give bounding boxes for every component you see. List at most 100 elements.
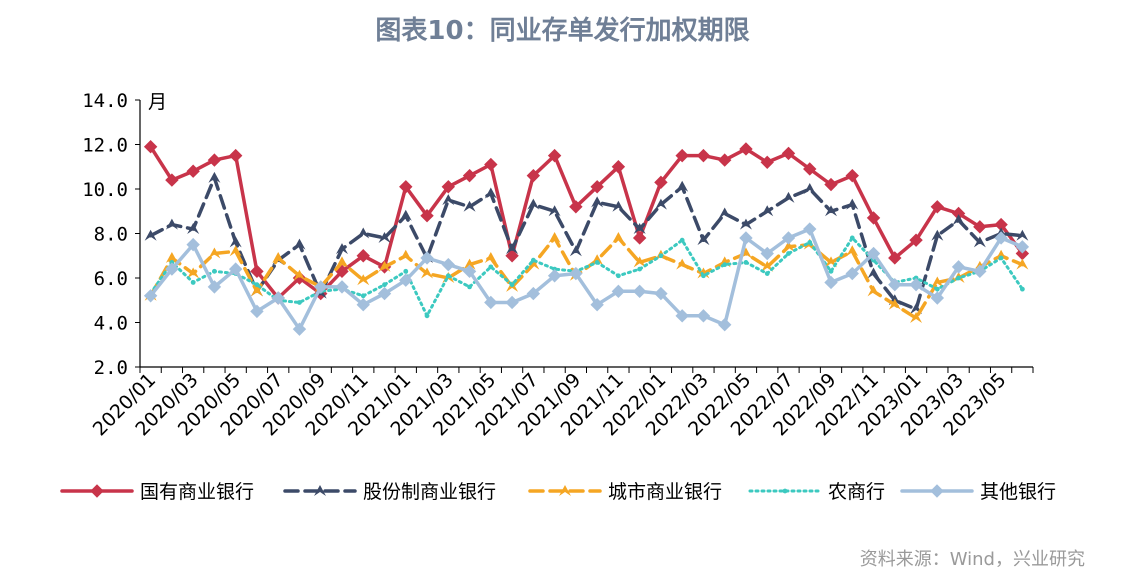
data-point	[165, 218, 178, 230]
legend-marker	[314, 485, 326, 496]
data-point	[424, 313, 430, 319]
data-point	[250, 264, 264, 279]
data-point	[292, 271, 307, 285]
data-point	[463, 200, 476, 212]
data-point	[611, 284, 626, 299]
data-point	[658, 253, 664, 259]
data-point	[335, 280, 349, 294]
data-point	[845, 168, 859, 183]
data-point	[930, 291, 945, 305]
data-point	[611, 160, 626, 174]
data-point	[462, 264, 477, 279]
legend-marker	[559, 485, 571, 496]
data-point	[807, 240, 813, 245]
data-point	[335, 256, 348, 268]
data-point	[824, 177, 838, 192]
data-point	[254, 282, 260, 288]
data-point	[399, 249, 412, 261]
data-point	[399, 180, 413, 194]
data-point	[782, 240, 795, 252]
data-point	[909, 277, 923, 292]
data-point	[484, 157, 498, 172]
data-point	[1016, 229, 1029, 241]
data-point	[786, 251, 791, 256]
data-point	[509, 282, 515, 288]
data-point	[484, 251, 497, 263]
data-point	[696, 148, 711, 163]
data-point	[208, 247, 221, 259]
source-note: 资料来源：Wind，兴业研究	[859, 549, 1085, 570]
series-layer	[143, 140, 1030, 336]
data-point	[951, 260, 966, 274]
data-point	[909, 233, 923, 247]
data-point	[828, 268, 834, 274]
data-point	[250, 304, 264, 319]
data-point	[781, 231, 796, 245]
data-point	[484, 295, 498, 310]
data-point	[462, 168, 477, 183]
data-point	[676, 180, 689, 192]
data-point	[526, 168, 541, 183]
data-point	[399, 273, 413, 287]
data-point	[739, 218, 752, 230]
data-point	[654, 286, 668, 301]
data-point	[739, 231, 753, 245]
data-point	[293, 269, 306, 281]
data-point	[548, 205, 561, 217]
data-point	[530, 257, 536, 263]
data-point	[590, 297, 604, 312]
data-point	[377, 286, 392, 301]
data-point	[527, 258, 540, 270]
legend-label: 股份制商业银行	[363, 481, 496, 503]
data-point	[934, 286, 940, 292]
data-point	[360, 293, 366, 299]
data-point	[165, 251, 178, 263]
data-point	[803, 222, 817, 236]
data-point	[760, 155, 774, 170]
data-point	[910, 312, 923, 324]
data-point	[632, 231, 647, 245]
data-point	[994, 231, 1008, 245]
series-3	[144, 231, 1029, 324]
data-point	[271, 291, 285, 305]
legend-label: 其他银行	[980, 481, 1056, 503]
data-point	[696, 309, 711, 323]
data-point	[228, 148, 243, 163]
legend-label: 农商行	[828, 481, 885, 503]
data-point	[378, 260, 391, 272]
data-point	[739, 142, 753, 156]
data-point	[764, 271, 770, 276]
legend: 国有商业银行 股份制商业银行 城市商业银行 农商行 其他银行	[60, 481, 1056, 503]
data-point	[846, 245, 859, 257]
data-point	[229, 236, 242, 248]
data-point	[445, 273, 451, 279]
data-point	[293, 238, 306, 250]
data-point	[569, 200, 583, 214]
data-point	[633, 223, 646, 235]
data-point	[526, 286, 541, 301]
data-point	[187, 267, 200, 279]
data-point	[849, 235, 855, 241]
data-point	[463, 258, 476, 270]
data-point	[956, 275, 961, 281]
data-point	[357, 274, 370, 286]
series-line	[148, 227, 1025, 331]
data-point	[615, 273, 621, 279]
data-point	[930, 200, 945, 214]
data-point	[760, 246, 774, 261]
data-point	[717, 153, 732, 167]
data-point	[272, 251, 285, 263]
data-point	[722, 262, 728, 268]
data-point	[547, 269, 562, 283]
data-point	[420, 208, 434, 223]
legend-item-4: 农商行	[748, 481, 885, 503]
data-point	[1016, 258, 1029, 270]
y-tick-label: 8.0	[94, 224, 128, 246]
data-point	[506, 243, 519, 255]
legend-item-2: 股份制商业银行	[283, 481, 496, 503]
data-point	[590, 180, 604, 194]
data-point	[357, 227, 370, 239]
data-point	[229, 245, 242, 257]
data-point	[442, 194, 455, 206]
data-point	[866, 211, 881, 225]
